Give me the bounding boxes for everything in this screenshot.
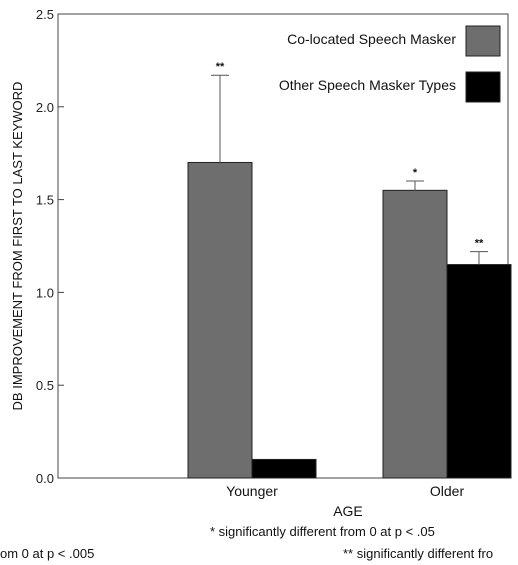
- bar: [251, 458, 317, 479]
- x-category-label: Younger: [226, 483, 278, 499]
- legend-swatch: [465, 25, 501, 57]
- y-tick-label: 0.0: [36, 471, 54, 486]
- significance-note-single-star: * significantly different from 0 at p < …: [210, 524, 435, 539]
- y-axis-title: DB IMPROVEMENT FROM FIRST TO LAST KEYWOR…: [10, 82, 25, 411]
- legend-label: Co-located Speech Masker: [287, 31, 456, 47]
- significance-note-double-star-tail: om 0 at p < .005: [0, 546, 95, 561]
- y-tick-label: 2.5: [36, 7, 54, 22]
- bar: [446, 264, 512, 479]
- y-tick-label: 0.5: [36, 378, 54, 393]
- x-category-label: Older: [430, 483, 465, 499]
- legend-swatch: [465, 71, 501, 103]
- y-tick-label: 1.0: [36, 285, 54, 300]
- bar: [382, 189, 448, 479]
- bar: [187, 161, 253, 479]
- plot-area: 0.00.51.01.52.02.5**Younger***OlderAGEDB…: [10, 7, 512, 519]
- significance-marker: **: [216, 61, 225, 73]
- significance-note-double-star: ** significantly different fro: [343, 546, 494, 561]
- y-tick-label: 2.0: [36, 100, 54, 115]
- x-axis-title: AGE: [333, 503, 363, 519]
- y-tick-label: 1.5: [36, 193, 54, 208]
- significance-marker: **: [475, 238, 484, 250]
- significance-marker: *: [413, 167, 418, 179]
- legend-label: Other Speech Masker Types: [279, 77, 456, 93]
